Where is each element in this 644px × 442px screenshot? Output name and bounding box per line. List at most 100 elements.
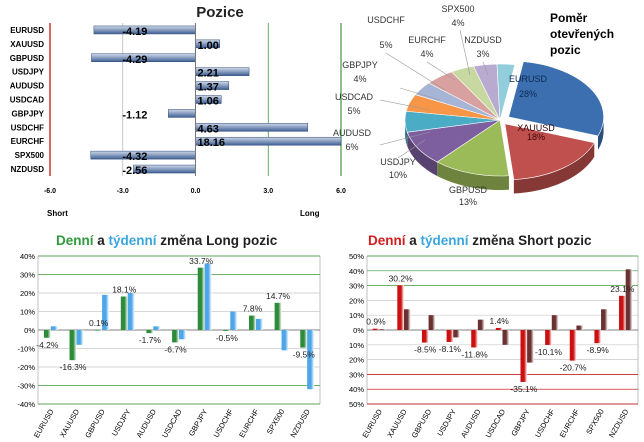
positions-title: Pozice [196,4,244,21]
pie-leader-line [459,29,471,76]
daily-change-bar [471,330,478,348]
category-label: USDJPY [110,408,133,438]
daily-change-bar [43,330,51,338]
y-tick-label: 0% [353,326,364,335]
data-label: 1.4% [489,316,509,326]
value-label: 1.06 [198,96,219,108]
data-label: -35.1% [510,384,537,394]
pie-slice-label: XAUUSD [517,123,555,133]
title-part: a [94,233,109,248]
data-label: -8.5% [414,345,437,355]
category-label: EURCHF [237,407,261,439]
daily-change-bar [495,327,503,330]
weekly-change-bar [453,330,460,338]
category-label: EURUSD [32,407,56,439]
daily-change-bar [569,330,577,361]
daily-change-bar [120,296,128,330]
y-tick-label: 20% [20,289,35,298]
title-part: týdenní [421,233,470,248]
y-tick-label: -40% [17,400,35,409]
value-label: -4.32 [122,151,147,163]
weekly-change-bar [551,315,559,330]
daily-change-bar [520,330,528,382]
data-label: 18.1% [112,285,137,295]
x-tick-label: 3.0 [263,188,273,195]
pie-slice-percent: 6% [345,142,358,152]
title-part: týdenní [109,233,158,248]
pie-slice-label: EURCHF [408,35,446,45]
category-label: XAUUSD [385,407,409,439]
pie-leader-line [385,52,446,91]
y-tick-label: 40% [349,385,364,394]
y-tick-label: 10% [20,308,35,317]
category-label: NZDUSD [607,407,631,439]
weekly-change-bar [50,326,58,330]
y-tick-label: -10% [17,345,35,354]
x-tick-label: 6.0 [336,188,346,195]
pie-slice-percent: 4% [451,18,464,28]
daily-change-bar [95,329,103,331]
x-tick-label: -3.0 [117,188,129,195]
value-label: -1.12 [122,109,147,121]
value-label: -4.19 [122,26,147,38]
y-tick-label: 40% [20,252,35,261]
chart-title: Denní a týdenní změna Long pozic [56,233,278,248]
data-label: -8.1% [439,344,462,354]
pie-slice [504,123,595,180]
data-label: -9.5% [293,350,316,360]
category-label: USDCAD [484,407,508,439]
positions-chart: Pozice EURUSD -4.19 XAUUSD 1.00 GBPUSD -4.29 US… [10,4,346,218]
category-label: SPX500 [584,408,606,436]
weekly-change-bar [102,294,110,330]
value-label: 2.21 [198,68,219,80]
category-label: USDCHF [533,407,557,439]
daily-change-bar [619,295,626,330]
weekly-change-bar [255,318,263,330]
weekly-change-bar [403,309,411,330]
category-label: USDJPY [435,408,458,438]
long-change-chart: Denní a týdenní změna Long pozic 40% 30% 20… [17,233,321,439]
category-label: GBPJPY [12,109,45,118]
daily-change-bar [172,330,179,343]
value-label: -4.29 [122,54,147,66]
category-label: AUDUSD [10,82,44,91]
pie-slice [436,119,510,177]
pie-slice [508,61,604,137]
weekly-change-bar [153,326,161,330]
weekly-change-bar [76,330,84,345]
daily-change-bar [146,330,154,334]
category-label: GBPUSD [83,407,107,439]
pie-leader-line [426,61,456,81]
data-label: 0.1% [89,318,109,328]
pie-title-line: otevřených [550,27,614,41]
pie-leader-line [399,87,441,101]
pie-leader-line [379,99,431,111]
pie-slice-label: USDCAD [335,92,374,102]
weekly-change-bar [477,319,485,330]
weekly-change-bar [230,311,238,330]
daily-change-bar [545,330,552,345]
value-label: 4.63 [198,123,219,135]
pie-slice-percent: 28% [519,89,537,99]
value-label: 18.16 [198,137,226,149]
category-label: SPX500 [265,408,287,436]
title-part: změna Long pozic [157,233,278,248]
daily-change-bar [421,330,429,343]
y-tick-label: 50% [349,252,364,261]
y-tick-label: 30% [349,370,364,379]
pie-leader-line [379,131,431,146]
y-tick-label: 40% [349,267,364,276]
weekly-change-bar [127,293,135,330]
x-tick-label: 0.0 [191,188,201,195]
pie-slice-side [597,115,604,150]
pie-slice-label: USDCHF [367,15,405,25]
title-part: a [406,233,421,248]
pie-slice-percent: 4% [420,49,433,59]
weekly-change-bar [281,330,289,351]
y-tick-label: 50% [349,400,364,409]
weekly-change-bar [307,330,315,390]
pie-slice-percent: 4% [353,74,366,84]
pie-slice-label: USDJPY [380,157,416,167]
category-label: AUDUSD [459,407,483,439]
